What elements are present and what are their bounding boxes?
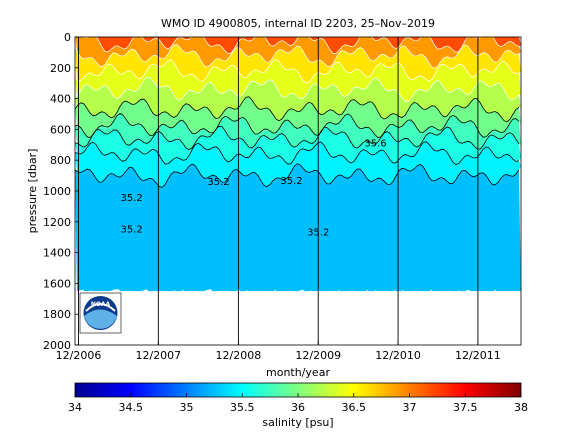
contour-line	[75, 58, 520, 84]
contour-label: 35.6	[364, 138, 386, 149]
y-tick-label: 800	[50, 154, 71, 167]
contour-label: 35.2	[207, 177, 229, 188]
colorbar-tick-label: 36.5	[342, 401, 367, 414]
colorbar-tick-label: 37	[403, 401, 417, 414]
contour-label: 35.2	[307, 228, 329, 239]
contour-line	[75, 141, 520, 166]
x-tick-label: 12/2011	[455, 349, 501, 362]
salinity-bands	[75, 37, 521, 292]
contour-line	[75, 44, 520, 69]
contour-label: 35.2	[280, 176, 302, 187]
salinity-band	[75, 96, 521, 138]
y-tick-label: 1200	[43, 216, 71, 229]
salinity-band	[75, 163, 521, 292]
contour-line	[75, 96, 520, 123]
colorbar-tick-label: 34.5	[119, 401, 144, 414]
colorbar-tick-label: 38	[514, 401, 528, 414]
colorbar: 34 34.5 35 35.5 36 36.5 37 37.5 38 salinity [psu…	[68, 382, 528, 429]
salinity-band	[75, 77, 521, 122]
x-tick-label: 12/2007	[135, 349, 181, 362]
salinity-band	[75, 37, 521, 69]
x-tick-label: 12/2006	[56, 349, 102, 362]
x-tick-label: 12/2008	[216, 349, 262, 362]
x-axis-ticks: 12/2006 12/2007 12/2008 12/2009 12/2010 12/20…	[56, 341, 501, 362]
x-tick-label: 12/2010	[375, 349, 421, 362]
y-tick-label: 2000	[43, 339, 71, 352]
x-axis-label: month/year	[266, 366, 330, 379]
y-tick-label: 1400	[43, 247, 71, 260]
y-tick-label: 1000	[43, 185, 71, 198]
y-axis-ticks: 0 200 400 600 800 1000 1200 1400 1600 1800 2000	[43, 31, 79, 352]
contour-line	[75, 163, 520, 188]
y-tick-label: 600	[50, 123, 71, 136]
plot-area: 35.2 35.2 35.2 35.2 35.2 35.6	[75, 37, 521, 345]
y-axis-label: pressure [dbar]	[26, 149, 39, 234]
contour-line	[75, 125, 520, 151]
x-tick-label: 12/2009	[295, 349, 341, 362]
salinity-band	[75, 113, 521, 150]
colorbar-tick-label: 34	[68, 401, 82, 414]
noaa-logo-text: NOAA	[91, 301, 111, 308]
colorbar-tick-label: 36	[291, 401, 305, 414]
salinity-band	[75, 59, 521, 102]
colorbar-tick-label: 35	[180, 401, 194, 414]
contour-line	[82, 37, 520, 54]
colorbar-label: salinity [psu]	[262, 416, 333, 429]
y-tick-label: 1800	[43, 308, 71, 321]
salinity-contours	[75, 37, 520, 188]
salinity-band	[75, 141, 521, 188]
year-marker-lines	[78, 37, 479, 345]
noaa-logo: NOAA	[79, 292, 122, 334]
colorbar-ticks: 34 34.5 35 35.5 36 36.5 37 37.5 38	[68, 393, 528, 414]
salinity-band	[75, 44, 521, 83]
no-data-fill	[75, 289, 521, 345]
y-tick-label: 1600	[43, 277, 71, 290]
y-tick-label: 200	[50, 62, 71, 75]
contour-labels: 35.2 35.2 35.2 35.2 35.2 35.6	[121, 138, 387, 238]
contour-line	[75, 76, 520, 102]
contour-line	[75, 113, 520, 138]
colorbar-tick-label: 37.5	[453, 401, 478, 414]
contour-label: 35.2	[121, 225, 143, 236]
contour-label: 35.2	[121, 193, 143, 204]
y-tick-label: 400	[50, 93, 71, 106]
salinity-band	[83, 37, 521, 54]
chart-title: WMO ID 4900805, internal ID 2203, 25–Nov…	[161, 17, 435, 30]
y-tick-label: 0	[64, 31, 71, 44]
colorbar-tick-label: 35.5	[230, 401, 255, 414]
no-data-region	[75, 289, 521, 345]
